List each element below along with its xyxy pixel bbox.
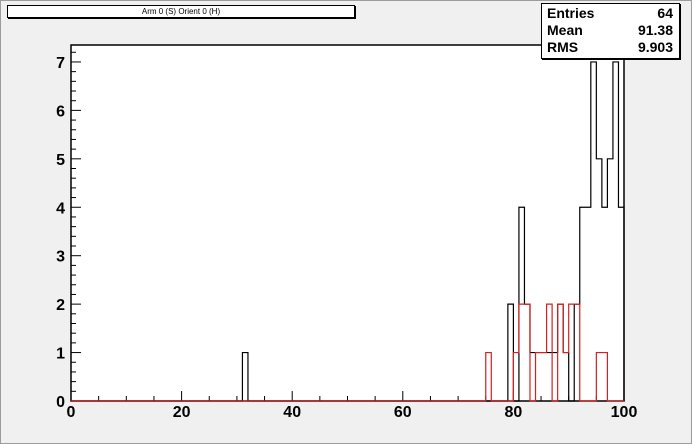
stats-rms-value: 9.903 (637, 39, 673, 55)
series-0-bin (530, 353, 536, 401)
series-1-bin (596, 353, 602, 401)
x-tick-label: 60 (394, 404, 412, 421)
series-0-bin (242, 353, 248, 401)
series-1-bin (602, 353, 608, 401)
stats-row-mean: Mean 91.38 (547, 22, 673, 39)
y-tick-label: 4 (56, 200, 65, 217)
stats-mean-value: 91.38 (637, 22, 673, 38)
series-1-bin (569, 304, 575, 401)
stats-entries-label: Entries (547, 5, 595, 21)
x-tick-label: 80 (505, 404, 523, 421)
histogram-title-box: Arm 0 (S) Orient 0 (H) (7, 5, 355, 18)
series-0-bin (613, 62, 619, 401)
series-0-bin (607, 159, 613, 401)
y-tick-label: 1 (56, 346, 65, 363)
stats-box: Entries 64 Mean 91.38 RMS 9.903 (541, 3, 680, 59)
stats-row-rms: RMS 9.903 (547, 39, 673, 56)
x-tick-label: 0 (67, 404, 76, 421)
histogram-title: Arm 0 (S) Orient 0 (H) (141, 7, 221, 16)
series-1-bin (541, 353, 547, 401)
series-1-bin (519, 304, 525, 401)
y-tick-label: 0 (56, 394, 65, 411)
series-0-bin (591, 62, 597, 401)
series-1-bin (524, 304, 530, 401)
histogram-series (71, 61, 625, 402)
stats-rms-label: RMS (547, 39, 579, 55)
stats-row-entries: Entries 64 (547, 5, 673, 22)
series-1-bin (513, 353, 519, 401)
series-1-bin (536, 353, 542, 401)
x-tick-label: 20 (173, 404, 191, 421)
x-tick-label: 40 (283, 404, 301, 421)
stats-entries-value: 64 (657, 5, 673, 21)
series-1-bin (547, 304, 553, 401)
series-0-bin (580, 207, 586, 401)
y-tick-label: 6 (56, 103, 65, 120)
series-0-bin (585, 207, 591, 401)
series-1-bin (574, 304, 580, 401)
series-0-bin (552, 353, 558, 401)
series-0-bin (508, 304, 514, 401)
y-tick-label: 7 (56, 55, 65, 72)
series-1-bin (486, 353, 492, 401)
y-tick-label: 5 (56, 152, 65, 169)
stats-mean-label: Mean (547, 22, 583, 38)
series-1-bin (558, 304, 564, 401)
y-tick-label: 3 (56, 249, 65, 266)
x-tick-label: 100 (611, 404, 638, 421)
y-axis: 0 1 2 3 4 5 6 7 (56, 51, 81, 411)
series-1-bin (563, 353, 569, 401)
plot-frame (70, 44, 625, 402)
y-tick-label: 2 (56, 297, 65, 314)
series-0-bin (618, 207, 624, 401)
x-axis: 0 20 40 60 80 100 (67, 391, 638, 421)
series-1-outline (71, 303, 624, 402)
